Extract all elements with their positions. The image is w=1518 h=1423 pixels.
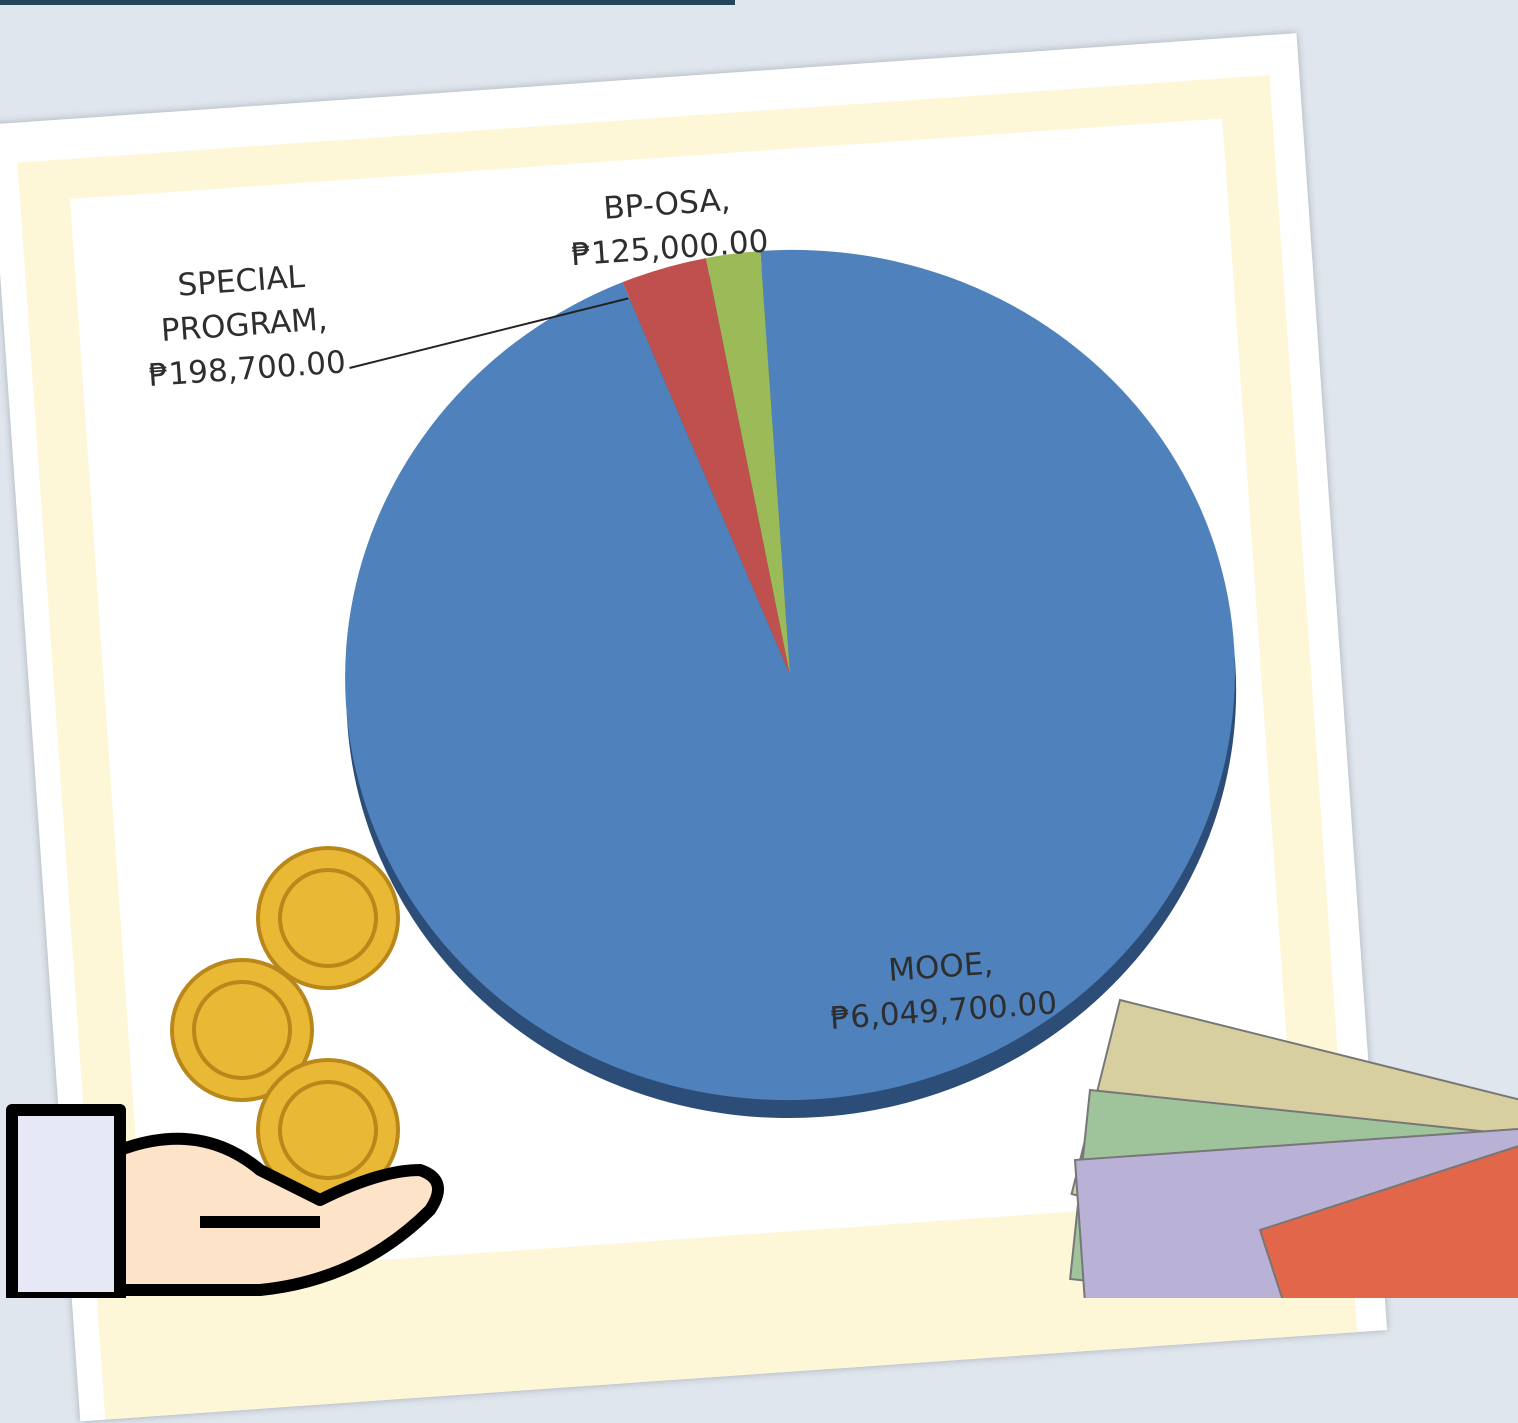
- coins: [170, 846, 400, 1202]
- top-bar: [0, 0, 735, 5]
- pie-slice: [622, 258, 790, 675]
- pie-slice: [706, 251, 790, 675]
- hand: [6, 1104, 444, 1298]
- pie-chart: [345, 249, 1237, 1119]
- leader-line: [349, 297, 629, 369]
- banknotes: [1069, 998, 1518, 1298]
- chart-paper: SPECIAL PROGRAM, ₱198,700.00 BP-OSA, ₱12…: [0, 33, 1388, 1422]
- decorations: [6, 846, 1518, 1298]
- pie-slice: [345, 249, 1235, 1101]
